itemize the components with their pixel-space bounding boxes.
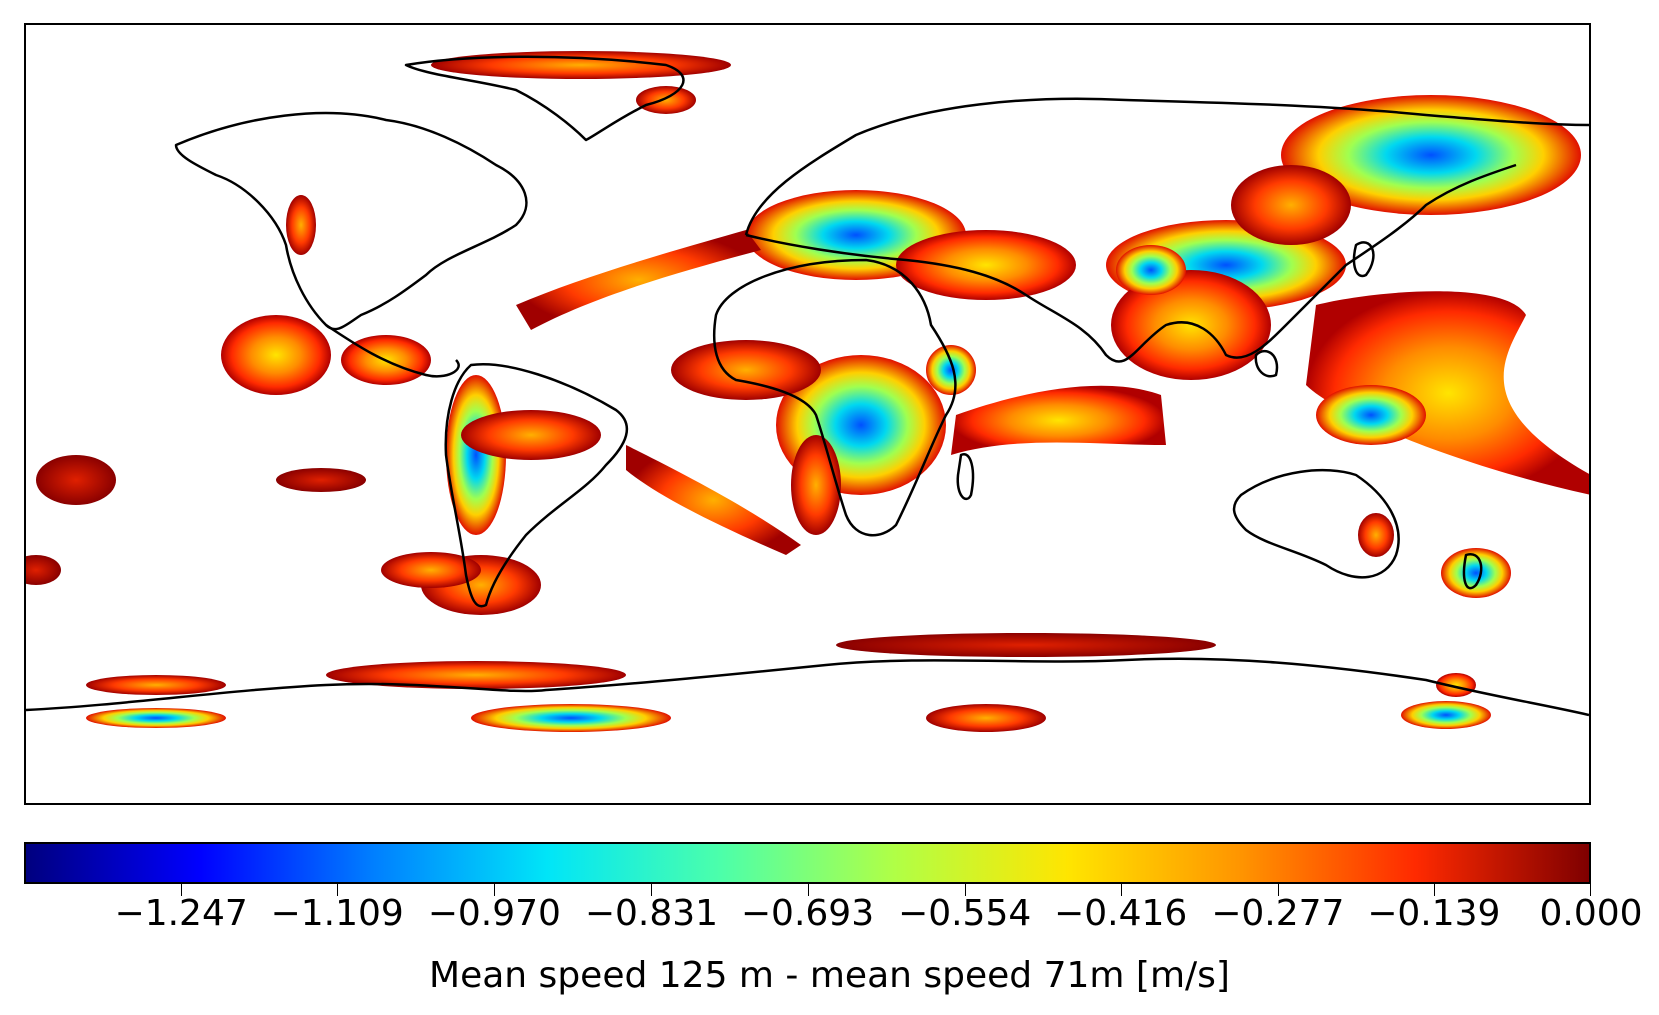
- colorbar-tick-label: 0.000: [1539, 893, 1643, 934]
- colorbar-ticks: [24, 884, 1591, 896]
- colorbar-tick-label: −0.277: [1211, 893, 1345, 934]
- colorbar-tick: [651, 884, 653, 896]
- colorbar-tick: [181, 884, 183, 896]
- colorbar-tick: [1277, 884, 1279, 896]
- colorbar-tick-label: −0.693: [740, 893, 875, 934]
- map-panel: [24, 23, 1591, 805]
- field-layer: [26, 51, 1589, 732]
- colorbar: [24, 842, 1591, 884]
- colorbar-label: Mean speed 125 m - mean speed 71m [m/s]: [429, 955, 1230, 996]
- colorbar-tick-label: −0.416: [1054, 893, 1188, 934]
- colorbar-tick: [964, 884, 966, 896]
- coastline-layer: [26, 55, 1589, 717]
- colorbar-tick-label: −0.970: [427, 893, 561, 934]
- colorbar-tick: [1433, 884, 1435, 896]
- colorbar-tick-label: −1.109: [270, 893, 404, 934]
- colorbar-tick-label: −0.139: [1367, 893, 1501, 934]
- colorbar-tick-label: −0.831: [584, 893, 719, 934]
- colorbar-tick-label: −1.247: [114, 893, 248, 934]
- colorbar-tick: [807, 884, 809, 896]
- colorbar-tick: [494, 884, 496, 896]
- colorbar-tick: [337, 884, 339, 896]
- colorbar-tick-label: −0.554: [898, 893, 1032, 934]
- world-map: [26, 51, 1589, 732]
- colorbar-tick: [1120, 884, 1122, 896]
- colorbar-tick: [1590, 884, 1591, 896]
